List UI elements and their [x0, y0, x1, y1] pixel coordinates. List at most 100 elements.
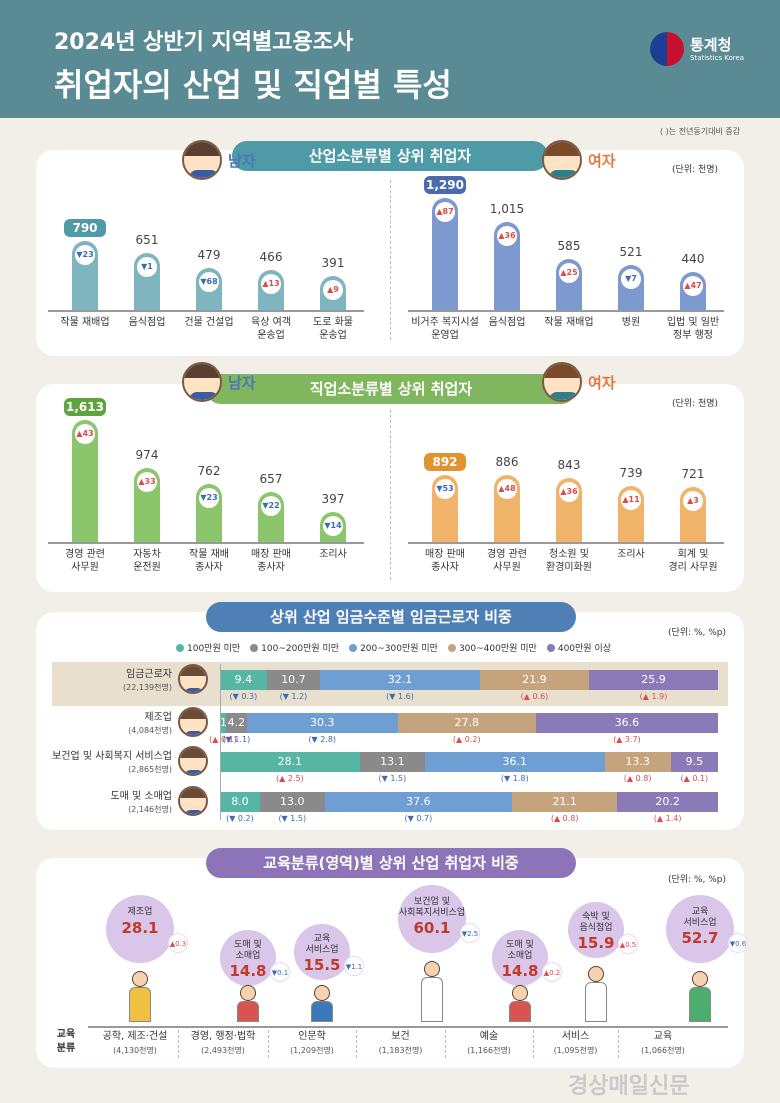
category-label: 경영 관련 사무원 — [65, 549, 105, 573]
avatar-hair — [184, 142, 220, 157]
avatar-body — [183, 810, 205, 814]
change-badge: ▲3 — [683, 491, 703, 512]
education-divider — [618, 1030, 619, 1058]
person-body — [129, 987, 151, 1022]
stacked-segment: 37.6 — [324, 792, 513, 812]
change-badge: ▼1 — [137, 257, 157, 278]
avatar-body — [189, 170, 219, 178]
education-name: 교육 — [653, 1031, 673, 1042]
row-label: 도매 및 소매업 (2,146천명) — [52, 790, 172, 816]
change-badge: ▲25 — [559, 263, 579, 284]
value-label: 391 — [321, 256, 345, 271]
category-label: 작물 재배업 — [60, 317, 110, 328]
person-head — [240, 985, 256, 1001]
avatar-industry-female — [542, 140, 582, 180]
stacked-segment: 13.1 — [359, 752, 425, 772]
segment-change: (▲ 0.6) — [520, 692, 549, 701]
segment-change: (▲ 1.9) — [639, 692, 668, 701]
stacked-segment: 10.7 — [266, 670, 321, 690]
stacked-segment: 4.2 — [225, 713, 247, 733]
industry-bubble — [106, 895, 174, 963]
taegeuk-emblem-icon — [650, 32, 684, 66]
segment-change: (▲ 0.8) — [623, 774, 652, 783]
value-label: 651 — [135, 233, 159, 248]
row-name: 임금근로자 — [126, 669, 172, 680]
watermark: 경상매일신문 — [568, 1074, 690, 1099]
avatar-body — [189, 392, 219, 400]
bubble-industry-label: 제조업 — [127, 906, 153, 917]
avatar-occupation-female — [542, 362, 582, 402]
industry-section-title: 산업소분류별 상위 취업자 — [232, 141, 548, 171]
bubble-change: ▼0.6 — [728, 933, 748, 953]
education-section-title: 교육분류(영역)별 상위 산업 취업자 비중 — [206, 848, 576, 878]
education-divider — [445, 1030, 446, 1058]
value-label: 521 — [619, 244, 643, 259]
bubble-change: ▼2.5 — [460, 923, 480, 943]
agency-logo: 통계청 Statistics Korea — [650, 30, 770, 70]
education-category: 공학, 제조·건설 (4,130천명) — [92, 1030, 178, 1058]
legend-item: 100만원 미만 — [176, 641, 240, 654]
row-total: (2,146천명) — [128, 805, 172, 814]
bubble-change: ▲0.3 — [168, 933, 188, 953]
category-label: 청소원 및 환경미화원 — [546, 549, 592, 573]
legend-swatch — [349, 644, 358, 652]
education-category: 경영, 행정·법학 (2,493천명) — [178, 1030, 268, 1058]
gender-title: 여자 — [588, 152, 616, 170]
page-title: 취업자의 산업 및 직업별 특성 — [54, 66, 452, 104]
legend-item: 200~300만원 미만 — [349, 641, 438, 654]
logo-name: 통계청 — [690, 36, 732, 54]
segment-change: (▲ 2.5) — [276, 774, 304, 783]
avatar-body — [183, 688, 205, 692]
value-label: 440 — [681, 251, 705, 266]
stacked-segment: 21.1 — [512, 792, 618, 812]
education-total: (1,166천명) — [467, 1046, 511, 1055]
bubble-industry-label: 숙박 및 음식점업 — [579, 911, 613, 933]
baseline-axis — [408, 310, 724, 312]
bubble-value: 14.8 — [501, 961, 539, 980]
education-divider — [356, 1030, 357, 1058]
legend-swatch — [176, 644, 184, 652]
avatar-occupation-male — [182, 362, 222, 402]
avatar-hair — [180, 666, 206, 677]
segment-change: (▼ 1.8) — [500, 774, 529, 783]
segment-change: (▲ 1.4) — [653, 814, 682, 823]
segment-change: (▲ 3.7) — [613, 735, 641, 744]
legend-swatch — [447, 644, 456, 652]
value-badge: 1,290 — [424, 176, 466, 194]
bubble-value: 14.8 — [229, 961, 267, 980]
change-badge: ▼23 — [75, 245, 95, 266]
bubble-industry-label: 교육 서비스업 — [683, 906, 717, 928]
category-label: 조리사 — [319, 549, 347, 560]
stacked-segment: 20.2 — [617, 792, 718, 812]
legend-item: 400만원 이상 — [546, 641, 611, 654]
education-category: 서비스 (1,095천명) — [533, 1030, 618, 1058]
education-name: 예술 — [479, 1031, 499, 1042]
segment-change: (▼ 0.3) — [229, 692, 258, 701]
value-label: 762 — [197, 464, 221, 479]
category-label: 음식점업 — [488, 317, 526, 328]
avatar-hair — [544, 142, 580, 157]
change-badge: ▼14 — [323, 515, 343, 536]
category-label: 경영 관련 사무원 — [487, 549, 527, 573]
category-label: 작물 재배 종사자 — [189, 549, 229, 573]
segment-change: (▲ 0.8) — [550, 814, 579, 823]
logo-name-en: Statistics Korea — [690, 54, 745, 62]
row-label: 보건업 및 사회복지 서비스업 (2,865천명) — [52, 750, 172, 776]
education-total: (1,066천명) — [641, 1046, 685, 1055]
baseline-axis — [408, 542, 724, 544]
page-subtitle: 2024년 상반기 지역별고용조사 — [54, 30, 354, 55]
education-category: 예술 (1,166천명) — [445, 1030, 533, 1058]
person-body — [237, 1001, 259, 1022]
change-badge: ▲11 — [621, 490, 641, 511]
person-head — [132, 971, 148, 987]
stacked-segment: 36.1 — [424, 752, 605, 772]
segment-change: (▲ 0.1) — [209, 735, 237, 744]
segment-change: (▼ 1.6) — [386, 692, 414, 701]
value-label: 479 — [197, 248, 221, 263]
change-badge: ▲33 — [137, 472, 157, 493]
row-name: 도매 및 소매업 — [110, 791, 172, 802]
education-axis — [88, 1026, 728, 1028]
wage-section-title: 상위 산업 임금수준별 임금근로자 비중 — [206, 602, 576, 632]
education-divider — [268, 1030, 269, 1058]
category-label: 자동차 운전원 — [133, 549, 161, 573]
